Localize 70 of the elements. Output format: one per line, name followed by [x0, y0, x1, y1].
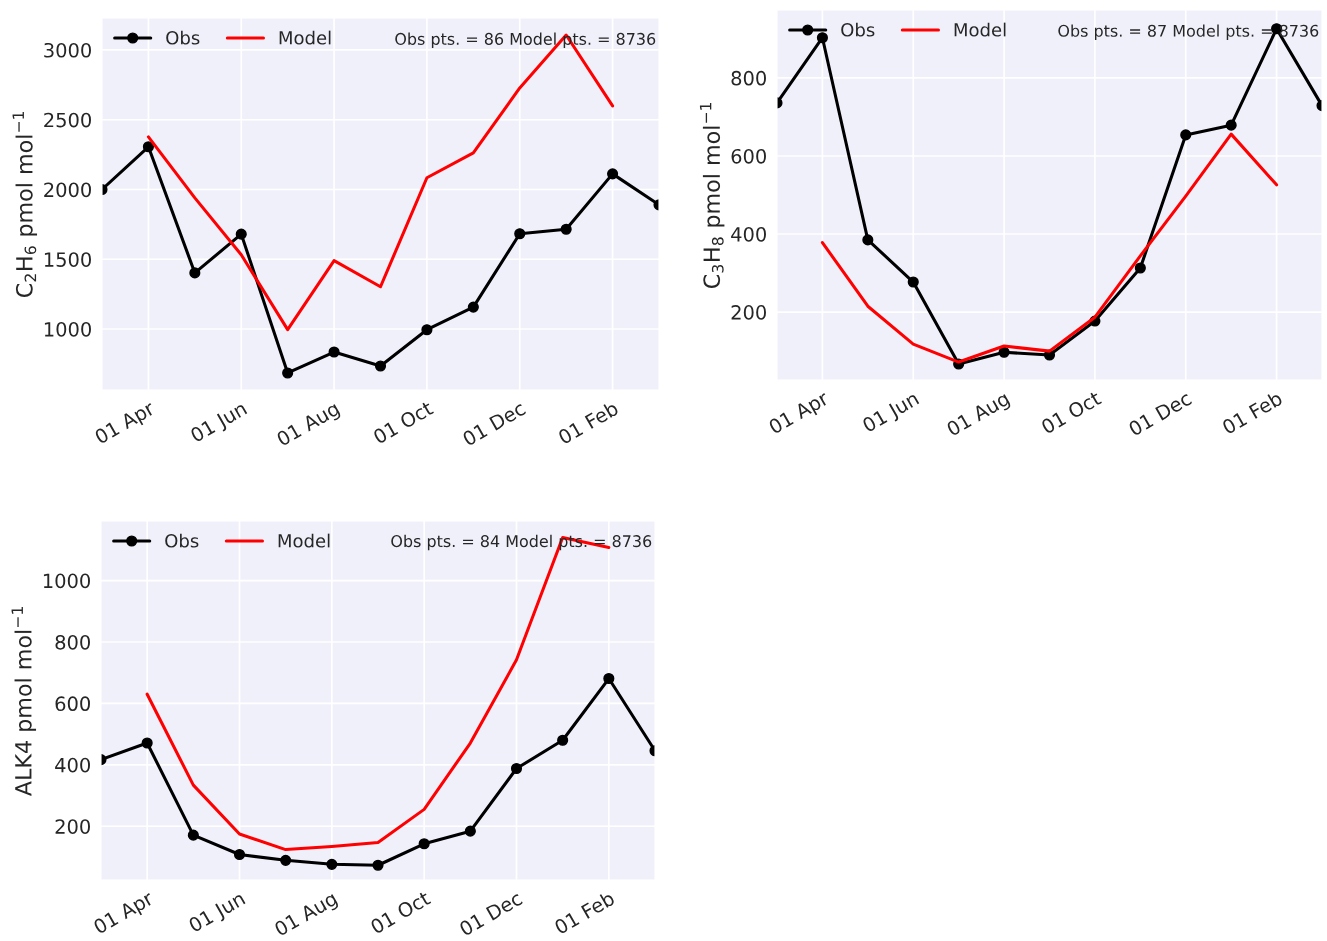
x-tick-label: 01 Jun [861, 390, 922, 436]
point [510, 762, 523, 775]
point [372, 859, 384, 871]
legend-label: Model [278, 533, 330, 548]
legend-label: Obs [165, 533, 199, 548]
y-tick-label: 800 [55, 634, 90, 650]
point [464, 825, 476, 837]
point [560, 223, 572, 235]
y-tick-label: 2000 [44, 182, 91, 198]
y-tick-label: 2500 [44, 112, 91, 128]
legend-label: Model [954, 22, 1006, 37]
y-tick-label: 400 [55, 757, 90, 773]
x-tick-label: 01 Aug [273, 890, 340, 940]
y-tick-label: 3000 [44, 42, 91, 58]
point [421, 324, 433, 336]
x-tick-label: 01 Apr [92, 890, 157, 938]
point [418, 838, 430, 850]
x-tick-label: 01 Dec [461, 400, 527, 447]
point [326, 858, 338, 870]
y-tick-label: 600 [731, 148, 766, 164]
point [1225, 119, 1237, 131]
x-tick-label: 01 Dec [458, 890, 523, 937]
x-tick-label: 01 Apr [93, 400, 158, 448]
y-tick-label: 400 [731, 226, 766, 242]
point [328, 346, 340, 358]
y-tick-label: 200 [55, 819, 90, 834]
point [1180, 129, 1192, 141]
x-tick-label: 01 Oct [372, 400, 435, 445]
point [235, 228, 247, 240]
x-tick-label: 01 Apr [767, 390, 832, 438]
y-tick-label: 800 [731, 70, 766, 86]
x-tick-label: 01 Feb [1221, 390, 1284, 435]
point [280, 854, 292, 866]
point [603, 672, 615, 685]
point [142, 141, 154, 153]
point [607, 168, 619, 180]
y-tick-label: 200 [731, 305, 766, 320]
x-tick-label: 01 Feb [553, 890, 616, 935]
point [282, 367, 294, 379]
y-axis-title: C$_{2}$H$_{6}$ pmol mol$^{−1}$ [12, 111, 38, 298]
point [187, 829, 199, 841]
point [189, 267, 201, 279]
y-axis-title: ALK4 pmol mol$^{−1}$ [11, 607, 37, 796]
legend-label: Obs [841, 22, 875, 37]
x-tick-label: 01 Oct [369, 890, 432, 935]
point [862, 234, 874, 246]
point [141, 737, 153, 749]
x-tick-label: 01 Jun [187, 890, 248, 936]
x-tick-label: 01 Feb [557, 400, 620, 445]
point [557, 734, 569, 746]
point [907, 276, 919, 288]
x-tick-label: 01 Jun [189, 400, 250, 446]
x-tick-label: 01 Aug [945, 390, 1012, 440]
point [514, 228, 526, 240]
x-tick-label: 01 Aug [275, 400, 342, 450]
point [1134, 262, 1146, 274]
legend-label: Obs [166, 30, 200, 45]
legend-label: Model [279, 30, 331, 45]
x-tick-label: 01 Oct [1040, 390, 1103, 435]
y-tick-label: 1500 [44, 252, 91, 267]
x-tick-label: 01 Dec [1127, 390, 1193, 437]
point [374, 360, 387, 372]
y-tick-label: 1000 [44, 321, 91, 337]
y-tick-label: 1000 [43, 573, 90, 589]
y-axis-title: C$_{3}$H$_{8}$ pmol mol$^{−1}$ [699, 102, 725, 289]
point [998, 346, 1010, 358]
y-tick-label: 600 [55, 696, 90, 712]
point [816, 32, 828, 44]
point [233, 848, 246, 861]
point [467, 301, 479, 313]
